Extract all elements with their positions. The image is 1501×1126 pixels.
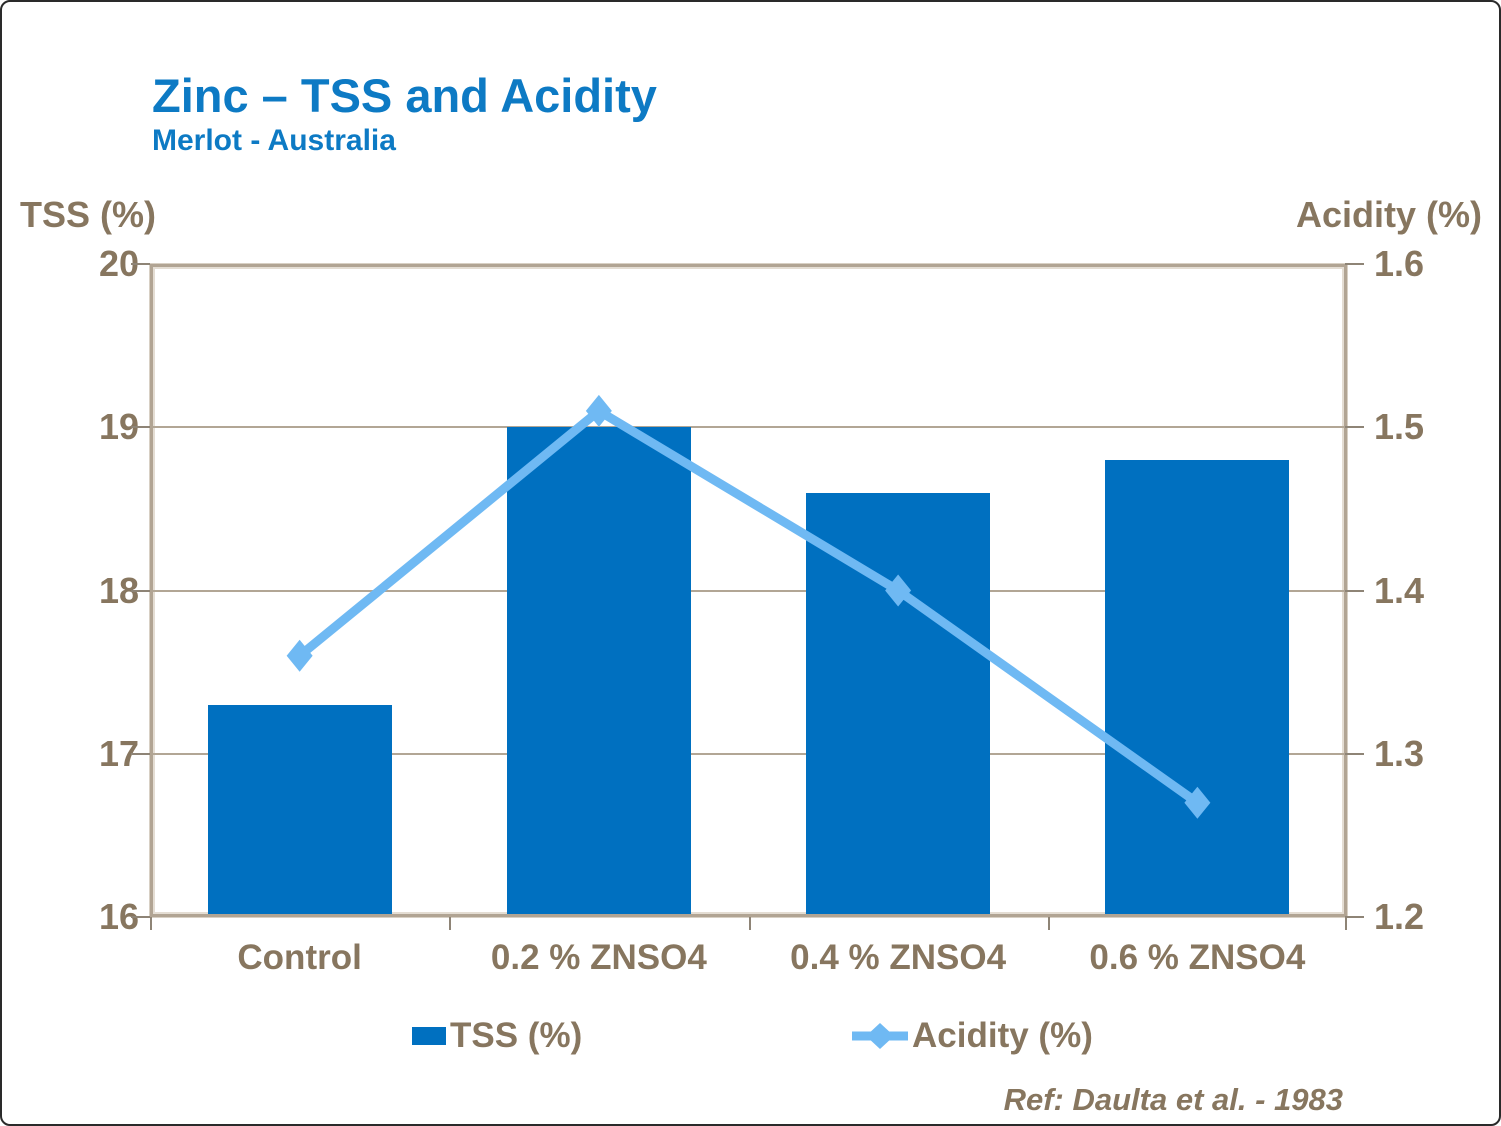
legend-item-tss: TSS (%) [412,1014,582,1058]
left-axis-tickmark [131,916,150,918]
left-axis-title: TSS (%) [20,194,157,235]
x-axis-category-label: 0.4 % ZNSO4 [790,938,1007,977]
x-axis-boundary-tickmark [748,917,751,930]
x-axis-category-label: 0.2 % ZNSO4 [490,938,707,977]
acidity-line-series [286,394,1211,819]
gridline [153,752,1344,755]
left-axis-tick-label: 16 [98,896,139,937]
chart-title: Zinc – TSS and Acidity [152,69,657,122]
left-axis-tick-label: 18 [98,569,139,611]
right-axis-tickmark [1345,426,1364,429]
acidity-point-marker [286,639,313,672]
right-axis-tickmark [1345,263,1364,265]
tss-bar [207,704,392,914]
right-axis-tick-label: 1.3 [1374,732,1425,774]
left-axis-tick-label: 19 [98,406,139,448]
acidity-point-marker [885,574,912,607]
left-axis-tick-label: 20 [98,243,139,284]
acidity-line [295,406,1202,808]
acidity-point-marker [1184,786,1211,819]
x-axis-boundary-tickmark [1345,917,1347,930]
tss-bar [506,427,691,914]
right-axis-tick-label: 1.6 [1374,243,1425,284]
left-axis-tickmark [131,426,150,429]
x-axis-boundary-tickmark [150,917,152,930]
right-axis-tickmark [1345,589,1364,592]
right-axis-tick-label: 1.4 [1374,569,1425,611]
right-axis-title: Acidity (%) [1295,194,1482,235]
tss-bar [806,492,991,914]
acidity-point-marker [585,394,612,427]
x-axis-boundary-tickmark [449,917,452,930]
left-axis-tick-label: 17 [98,732,139,774]
right-axis-tick-label: 1.2 [1374,896,1425,937]
chart-subtitle: Merlot - Australia [152,124,396,157]
legend-label-tss: TSS (%) [450,1016,583,1055]
gridline [153,589,1344,592]
reference-text: Ref: Daulta et al. - 1983 [1003,1082,1343,1117]
tss-bar-swatch-icon [412,1027,446,1045]
left-axis-tickmark [131,263,150,265]
legend: TSS (%) Acidity (%) [2,1014,1501,1058]
left-axis-tickmark [131,752,150,755]
legend-label-acidity: Acidity (%) [912,1016,1093,1055]
x-axis-boundary-tickmark [1047,917,1050,930]
x-axis-category-label: Control [237,938,362,977]
tss-bar [1105,459,1290,914]
gridline [153,426,1344,429]
plot-area [150,264,1347,917]
legend-item-acidity: Acidity (%) [852,1014,1093,1058]
right-axis-tick-label: 1.5 [1374,406,1425,448]
right-axis-tickmark [1345,752,1364,755]
right-axis-tickmark [1345,916,1364,918]
left-axis-tickmark [131,589,150,592]
x-axis-category-label: 0.6 % ZNSO4 [1089,938,1306,977]
acidity-line-diamond-swatch-icon [852,1023,908,1049]
